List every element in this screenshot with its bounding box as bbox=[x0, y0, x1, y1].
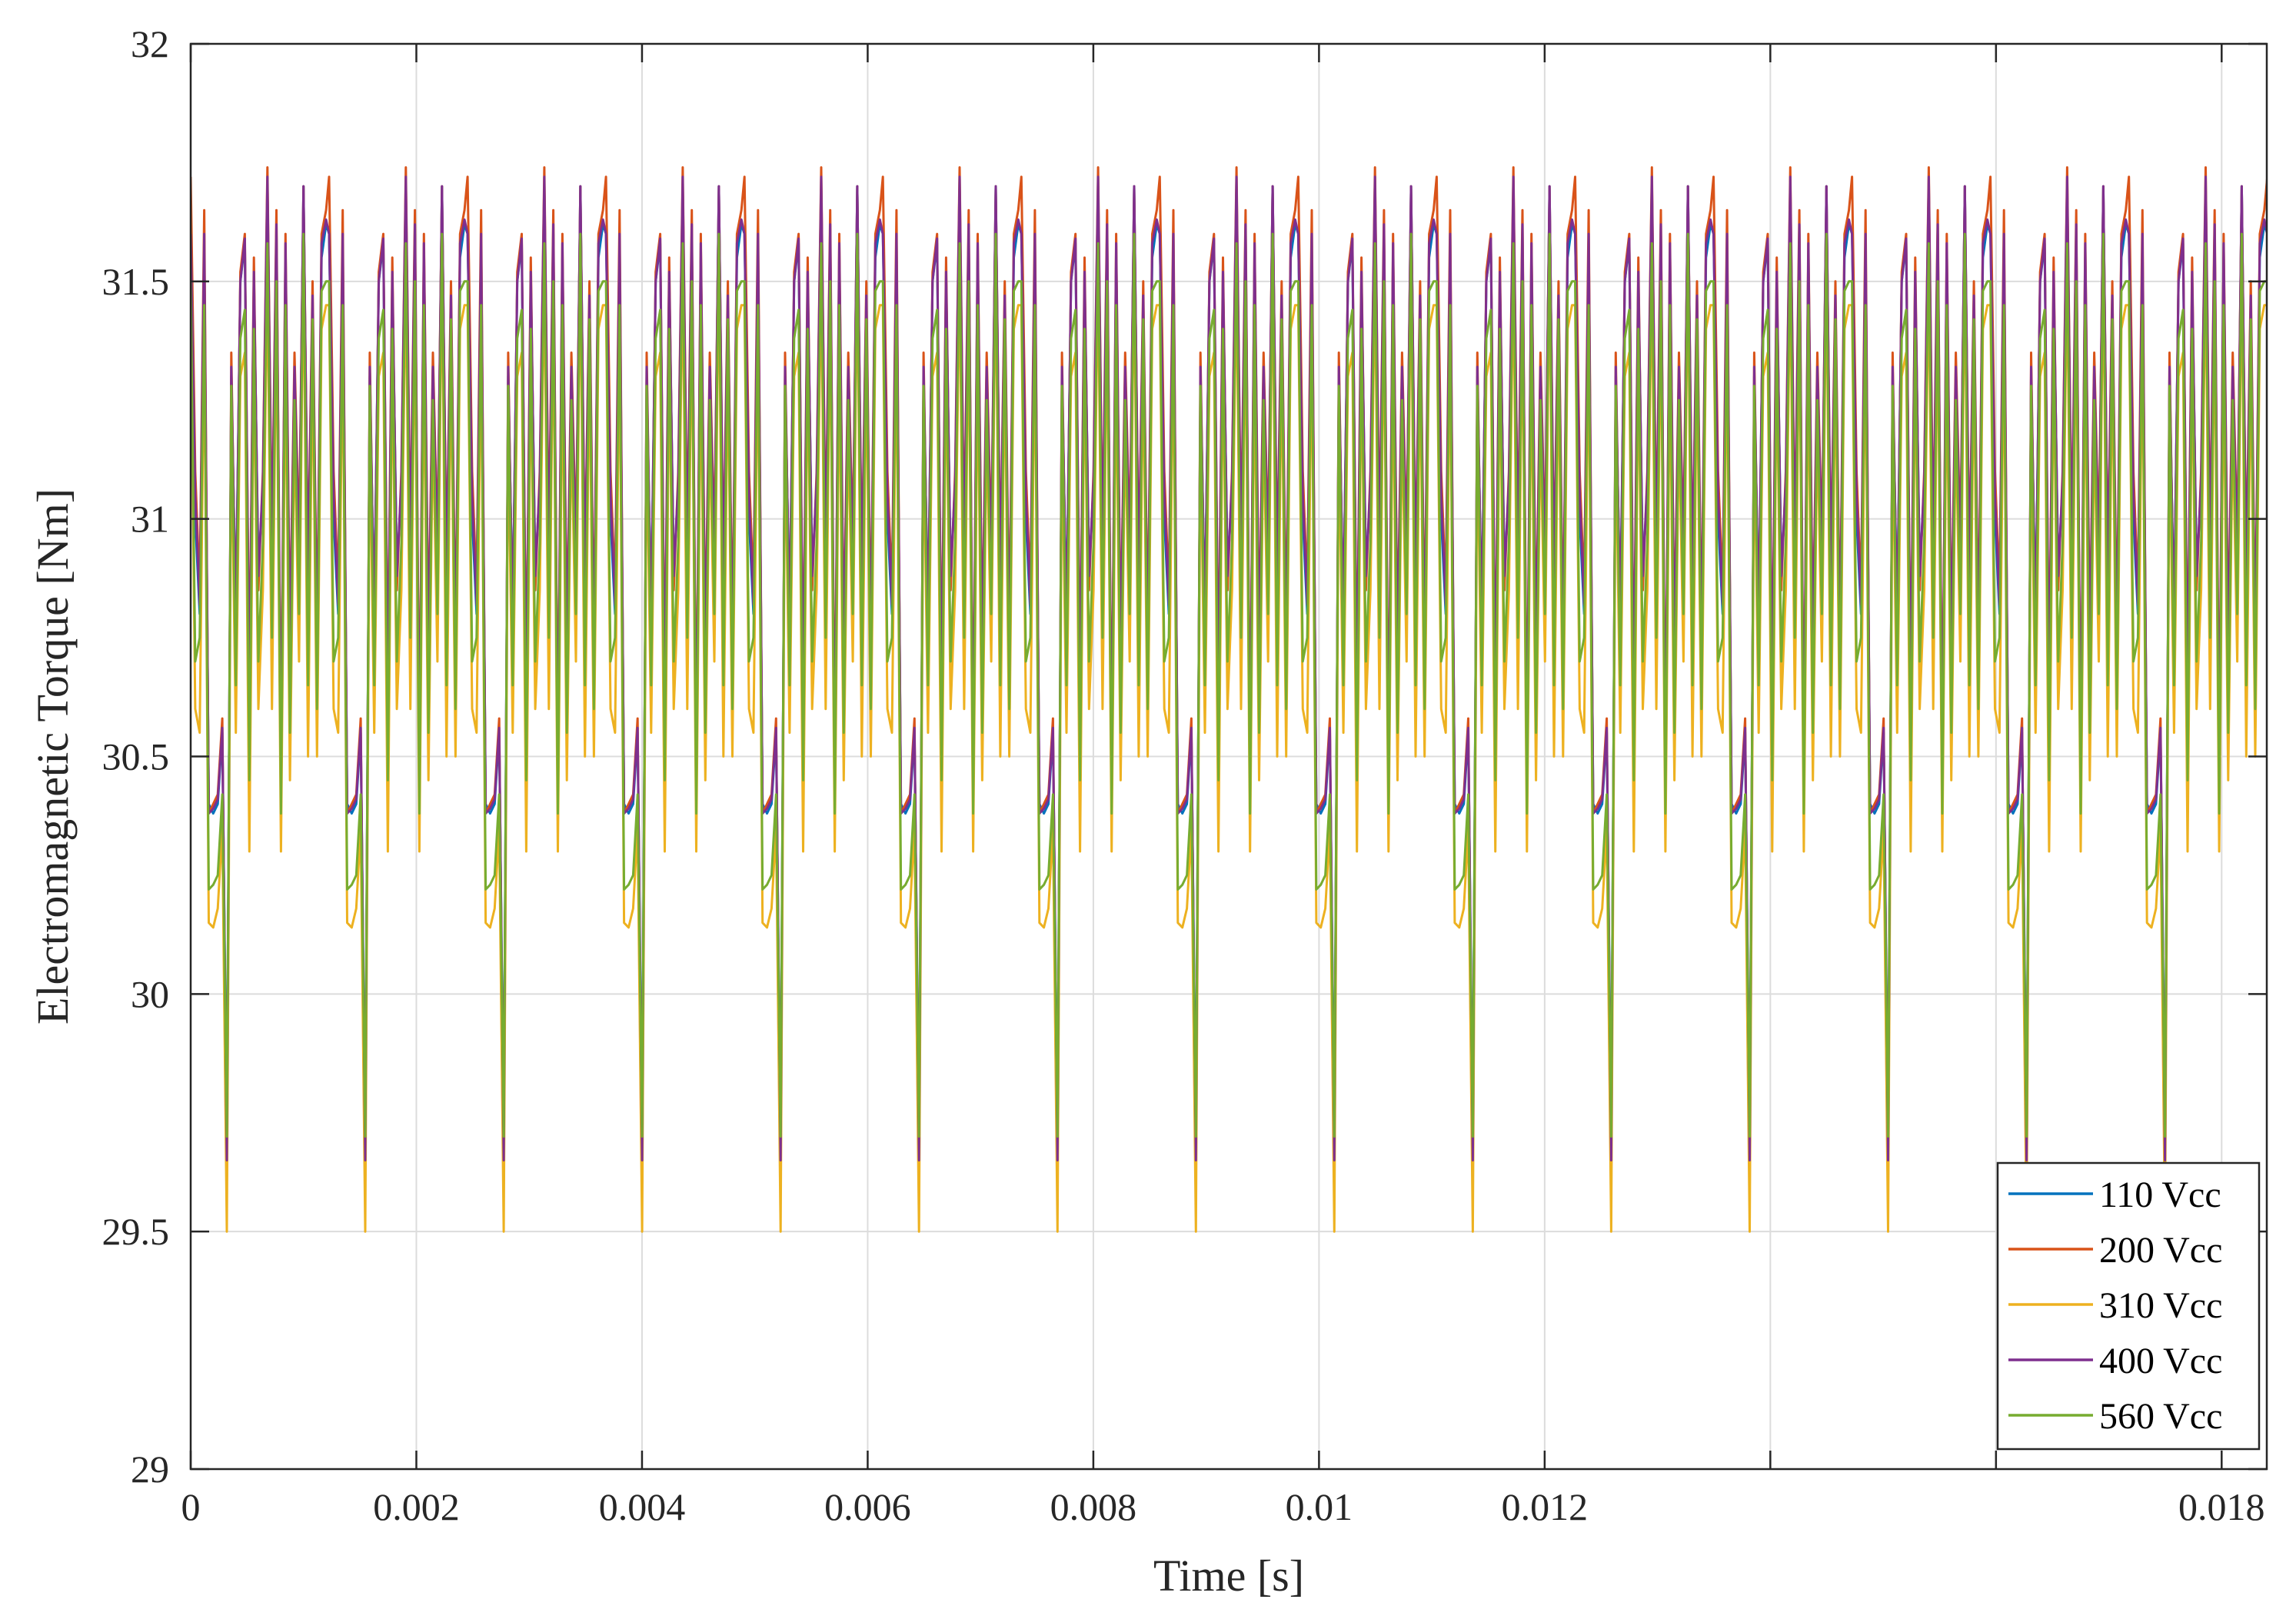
x-tick-label: 0.002 bbox=[373, 1485, 460, 1528]
y-tick-label: 31 bbox=[131, 498, 169, 541]
series-line-560-vcc bbox=[191, 232, 2267, 1138]
legend: 110 Vcc 200 Vcc 310 Vcc 400 Vcc 560 Vcc bbox=[1996, 1161, 2261, 1451]
y-tick-label: 29 bbox=[131, 1448, 169, 1491]
legend-entry: 400 Vcc bbox=[2099, 1341, 2222, 1381]
x-tick-label: 0.004 bbox=[599, 1485, 686, 1528]
x-tick-label: 0.008 bbox=[1050, 1485, 1137, 1528]
y-tick-label: 29.5 bbox=[102, 1210, 170, 1253]
x-axis-label: Time [s] bbox=[1153, 1551, 1304, 1601]
x-tick-label: 0.012 bbox=[1502, 1485, 1589, 1528]
y-tick-labels: 29 29.5 30 30.5 31 31.5 32 bbox=[102, 22, 170, 1491]
plot-series bbox=[191, 166, 2267, 1233]
legend-entry: 110 Vcc bbox=[2099, 1175, 2221, 1215]
y-tick-label: 32 bbox=[131, 22, 169, 65]
y-tick-label: 30 bbox=[131, 972, 169, 1015]
legend-entry: 310 Vcc bbox=[2099, 1285, 2222, 1326]
legend-box bbox=[1996, 1161, 2261, 1451]
y-axis-label: Electromagnetic Torque [Nm] bbox=[28, 488, 78, 1025]
x-tick-label: 0.018 bbox=[2178, 1485, 2265, 1528]
x-tick-labels: 0 0.002 0.004 0.006 0.008 0.01 0.012 0.018 bbox=[181, 1485, 2265, 1528]
legend-entry: 200 Vcc bbox=[2099, 1230, 2222, 1271]
legend-entry: 560 Vcc bbox=[2099, 1396, 2222, 1437]
x-tick-label: 0.01 bbox=[1286, 1485, 1353, 1528]
y-tick-label: 31.5 bbox=[102, 260, 170, 303]
y-tick-label: 30.5 bbox=[102, 735, 170, 778]
x-tick-label: 0 bbox=[181, 1485, 201, 1528]
x-tick-label: 0.006 bbox=[824, 1485, 911, 1528]
